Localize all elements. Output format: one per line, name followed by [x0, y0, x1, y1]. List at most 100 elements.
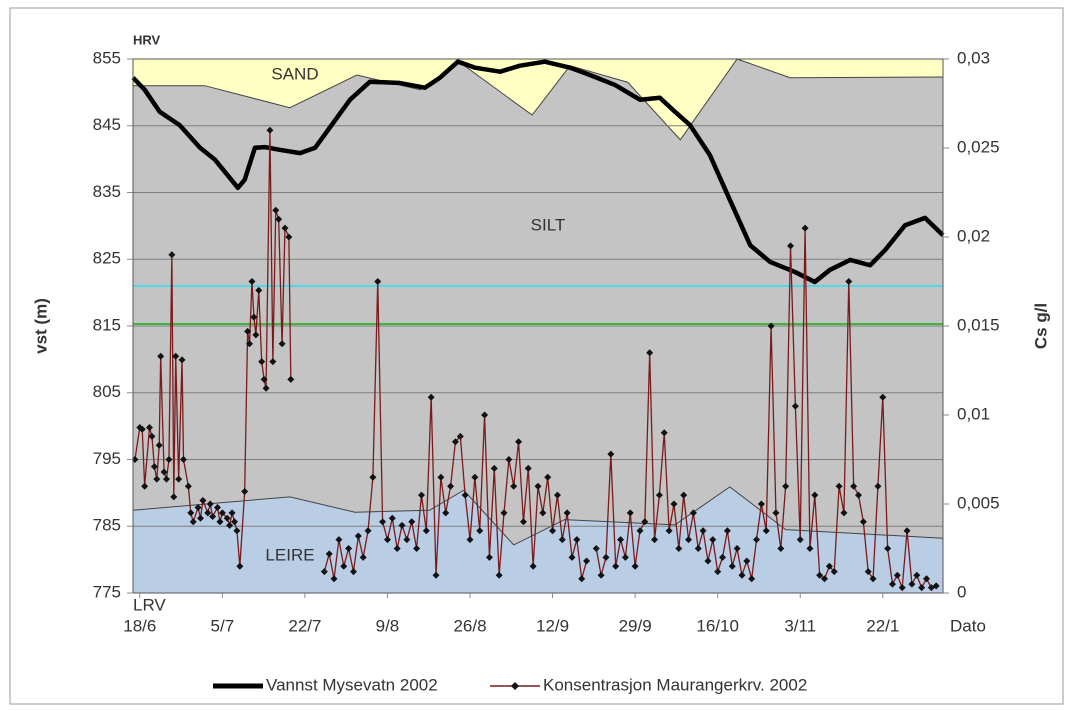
data-point: [325, 550, 333, 558]
data-point: [835, 482, 843, 490]
data-point: [544, 473, 552, 481]
data-point: [216, 518, 224, 526]
data-point: [621, 553, 629, 561]
data-point: [753, 536, 761, 544]
data-point: [874, 482, 882, 490]
data-point: [213, 504, 221, 512]
data-point: [913, 571, 921, 579]
data-point: [490, 464, 498, 472]
data-point: [583, 557, 591, 565]
data-point: [157, 352, 165, 360]
data-point: [485, 553, 493, 561]
data-point: [840, 509, 848, 517]
data-point: [796, 536, 804, 544]
data-point: [163, 475, 171, 483]
data-point: [379, 518, 387, 526]
data-point: [505, 456, 513, 463]
data-point: [184, 482, 192, 490]
data-point: [287, 375, 295, 383]
x-tick-label: 26/8: [453, 616, 486, 635]
data-point: [250, 313, 258, 321]
data-point: [859, 518, 867, 526]
x-tick-label: 9/8: [376, 616, 400, 635]
data-point: [704, 557, 712, 565]
y2-tick-label: 0,005: [957, 493, 1000, 512]
data-point: [767, 322, 775, 330]
data-point: [340, 562, 348, 570]
data-point: [529, 562, 537, 570]
annotation: HRV: [133, 32, 161, 47]
data-point: [466, 536, 474, 544]
data-point: [816, 571, 824, 579]
x-axis-title: Dato: [950, 616, 986, 635]
data-point: [631, 562, 639, 570]
data-point: [893, 571, 901, 579]
zone-label: SAND: [271, 64, 318, 83]
zone-boundary: [132, 486, 944, 546]
y-tick-label: 785: [93, 516, 121, 535]
data-point: [655, 491, 663, 499]
y2-tick-label: 0,02: [957, 226, 990, 245]
data-point: [138, 425, 146, 433]
data-point: [549, 527, 557, 535]
data-point: [150, 463, 158, 471]
data-point: [641, 518, 649, 526]
data-point: [791, 402, 799, 410]
data-point: [447, 482, 455, 490]
data-point: [888, 580, 896, 588]
y-tick-label: 775: [93, 582, 121, 601]
data-point: [403, 536, 411, 544]
data-point: [670, 500, 678, 508]
x-tick-label: 16/10: [696, 616, 739, 635]
data-point: [266, 126, 274, 134]
data-point: [519, 518, 527, 526]
data-point: [148, 432, 156, 440]
data-point: [364, 527, 372, 535]
data-point: [345, 545, 353, 552]
data-point: [534, 482, 542, 490]
data-point: [675, 545, 683, 552]
data-point: [432, 571, 440, 579]
x-tick-label: 5/7: [211, 616, 235, 635]
data-point: [757, 500, 765, 508]
data-point: [903, 527, 911, 535]
data-point: [719, 553, 727, 561]
data-point: [178, 356, 186, 364]
y-tick-label: 855: [93, 48, 121, 67]
data-point: [495, 571, 503, 579]
data-point: [762, 527, 770, 535]
data-point: [451, 438, 459, 446]
data-point: [230, 518, 238, 526]
data-point: [228, 509, 236, 517]
data-point: [733, 545, 741, 552]
zone-label: LEIRE: [265, 545, 314, 564]
data-point: [777, 545, 785, 552]
data-point: [461, 491, 469, 499]
data-point: [665, 527, 673, 535]
data-point: [269, 358, 277, 366]
data-point: [728, 562, 736, 570]
data-point: [330, 575, 338, 583]
x-tick-label: 22/7: [288, 616, 321, 635]
data-point: [427, 393, 435, 401]
data-point: [563, 509, 571, 517]
x-tick-label: 22/1: [866, 616, 899, 635]
data-point: [932, 582, 940, 590]
data-point: [573, 536, 581, 544]
data-point: [262, 384, 270, 392]
data-point: [223, 514, 231, 522]
data-point: [646, 349, 654, 357]
data-point: [602, 553, 610, 561]
data-point: [782, 482, 790, 490]
x-tick-label: 3/11: [784, 616, 816, 635]
data-point: [141, 482, 149, 490]
y-tick-label: 795: [93, 449, 121, 468]
data-point: [194, 504, 202, 512]
data-point: [160, 468, 168, 476]
data-point: [236, 562, 244, 570]
data-point: [539, 509, 547, 517]
data-point: [850, 482, 858, 490]
plot-area: SAND SILT LEIRE: [131, 58, 945, 594]
data-point: [278, 340, 286, 348]
